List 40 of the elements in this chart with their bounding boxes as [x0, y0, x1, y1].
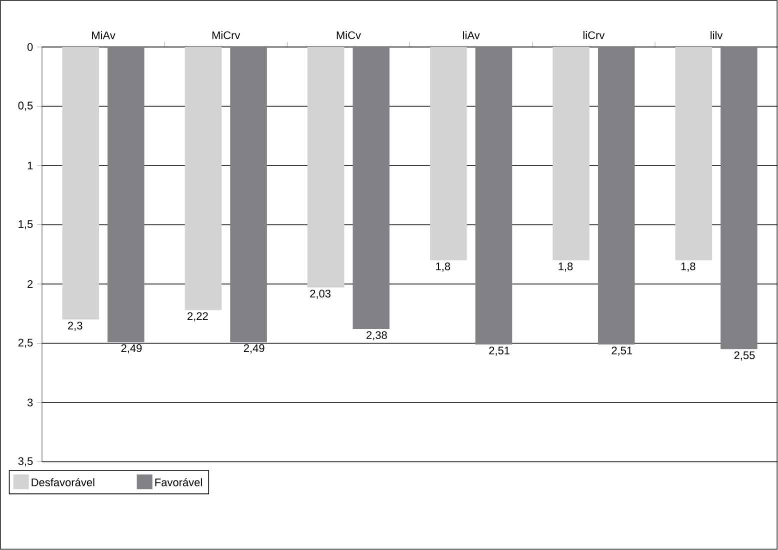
x-tick-label: MiAv: [92, 31, 116, 40]
y-tick-label: 1: [28, 162, 33, 170]
bar: [720, 47, 758, 350]
bar: [598, 47, 635, 345]
y-tick-label: 0: [27, 43, 33, 52]
x-tick-label: MiCrv: [212, 31, 240, 40]
y-tick-label: 2,5: [18, 338, 33, 348]
data-label: 2,49: [244, 344, 264, 354]
x-tick-label: lilv: [710, 31, 723, 40]
bar: [62, 47, 100, 320]
bar: [475, 47, 512, 345]
y-tick-label: 3: [27, 398, 33, 407]
y-tick-label: 0,5: [18, 102, 33, 111]
data-label: 2,55: [734, 352, 755, 361]
data-label: 2,38: [366, 331, 387, 340]
data-label: 2,3: [68, 322, 82, 331]
data-label: 2,22: [188, 312, 208, 322]
data-label: 2,49: [121, 344, 142, 354]
y-tick-label: 2: [28, 280, 33, 288]
bar: [430, 47, 467, 260]
y-tick-label: 1,5: [18, 220, 33, 230]
y-tick-label: 3,5: [18, 457, 33, 466]
x-tick-label: liAv: [463, 31, 480, 40]
bar: [230, 47, 267, 342]
data-label: 1,8: [558, 262, 573, 272]
data-label: 2,51: [612, 346, 632, 356]
legend-label: Desfavorável: [32, 478, 94, 486]
bar: [675, 47, 712, 260]
x-tick-label: MiCv: [336, 31, 361, 40]
data-label: 1,8: [436, 262, 450, 272]
data-label: 2,51: [489, 346, 510, 356]
bar: [552, 47, 590, 260]
x-tick-label: liCrv: [583, 31, 605, 40]
data-label: 2,03: [310, 290, 331, 299]
data-label: 1,8: [681, 262, 696, 272]
legend-label: Favorável: [155, 478, 202, 486]
bar: [184, 47, 222, 310]
bar: [108, 47, 144, 342]
bar: [307, 47, 344, 288]
bar: [352, 47, 390, 330]
